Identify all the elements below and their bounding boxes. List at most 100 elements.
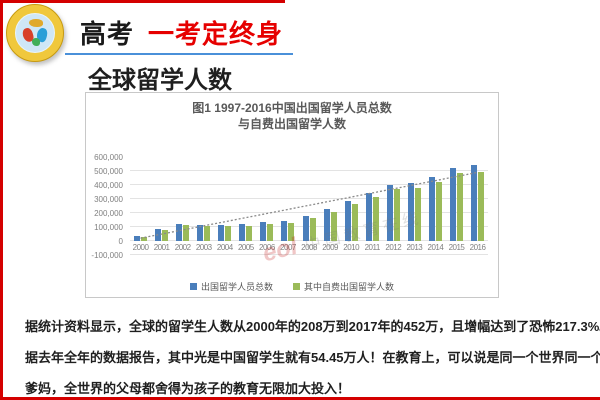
bar-group-2016	[467, 157, 488, 255]
bar-self-funded-2008	[309, 218, 316, 241]
year-label-2013: 2013	[406, 243, 423, 252]
legend-label: 其中自费出国留学人数	[304, 282, 395, 292]
bar-total-2001	[155, 229, 162, 241]
bar-total-2006	[260, 222, 267, 241]
chart-title-line2: 与自费出国留学人数	[237, 117, 346, 131]
bar-self-funded-2002	[183, 224, 190, 241]
chart-title-line1: 图1 1997-2016中国出国留学人员总数	[192, 101, 392, 115]
bar-self-funded-2003	[204, 225, 211, 241]
bar-total-2009	[323, 208, 330, 241]
bar-group-2003	[193, 157, 214, 255]
header-title-red: 一考定终身	[148, 19, 284, 49]
legend-label: 出国留学人员总数	[200, 282, 273, 292]
bar-group-2007	[277, 157, 298, 255]
bar-group-2004	[214, 157, 235, 255]
bar-total-2003	[197, 224, 204, 241]
badge-emblem	[15, 13, 55, 53]
bar-group-2006	[256, 157, 277, 255]
bar-self-funded-2005	[246, 226, 253, 241]
y-tick-label: 0	[118, 237, 123, 246]
year-label-2001: 2001	[153, 243, 170, 252]
bar-self-funded-2004	[225, 226, 232, 241]
frame-left	[0, 0, 3, 400]
section-title: 全球留学人数	[88, 67, 232, 94]
bar-self-funded-2013	[414, 187, 421, 241]
year-label-2014: 2014	[427, 243, 444, 252]
year-label-2011: 2011	[364, 243, 381, 252]
year-label-2015: 2015	[448, 243, 465, 252]
bar-self-funded-2010	[351, 203, 358, 241]
y-tick-label: 400,000	[94, 181, 123, 190]
x-axis: 2000 2001 2002 2003 2004 2005 2006 2007 2008 2009…	[130, 243, 488, 252]
legend-item: 其中自费出国留学人数	[293, 280, 394, 293]
commentary-line: 据统计资料显示，全球的留学生人数从2000年的208万到2017年的452万，且…	[25, 319, 600, 334]
bar-group-2008	[299, 157, 320, 255]
bar-group-2000	[130, 157, 151, 255]
frame-bottom	[0, 397, 600, 400]
y-tick-label: 500,000	[94, 167, 123, 176]
header-title-dark: 高考	[80, 19, 135, 49]
bar-self-funded-2000	[141, 236, 148, 241]
year-label-2006: 2006	[259, 243, 275, 252]
bar-self-funded-2012	[393, 188, 400, 241]
bar-self-funded-2014	[435, 181, 442, 241]
bar-total-2014	[428, 176, 435, 241]
bar-group-2010	[341, 157, 362, 255]
emblem-shape	[29, 19, 43, 27]
bar-group-2001	[151, 157, 172, 255]
bar-total-2015	[449, 167, 456, 241]
bar-total-2002	[176, 223, 183, 241]
y-axis: 600,000 500,000 400,000 300,000 200,000 100,0…	[86, 153, 126, 260]
bar-total-2012	[386, 185, 393, 241]
page-header: 高考 一考定终身	[80, 14, 283, 51]
commentary-line: 爹妈，全世界的父母都舍得为孩子的教育无限加大投入！	[25, 381, 351, 396]
bar-self-funded-2011	[372, 196, 379, 241]
y-tick-label: -100,000	[91, 251, 123, 260]
bar-total-2007	[281, 220, 288, 241]
year-label-2003: 2003	[195, 243, 212, 252]
chart-title: 图1 1997-2016中国出国留学人员总数 与自费出国留学人数	[86, 100, 498, 132]
legend-swatch-icon	[293, 283, 300, 290]
bar-self-funded-2007	[288, 222, 295, 241]
bar-self-funded-2006	[267, 224, 274, 241]
header-underline	[65, 53, 293, 55]
bar-self-funded-2016	[478, 172, 485, 241]
year-label-2009: 2009	[322, 243, 338, 252]
legend-swatch-icon	[189, 283, 197, 290]
bar-self-funded-2009	[330, 211, 337, 241]
bar-total-2000	[134, 235, 141, 241]
emblem-shape	[32, 38, 40, 46]
bar-group-2011	[362, 157, 383, 255]
y-tick-label: 100,000	[94, 223, 123, 232]
bar-total-2005	[239, 224, 246, 241]
bar-total-2013	[407, 183, 414, 241]
bar-self-funded-2001	[162, 230, 169, 241]
bar-group-2009	[320, 157, 341, 255]
year-label-2000: 2000	[132, 243, 149, 252]
bar-total-2016	[471, 164, 478, 241]
bar-group-2012	[383, 157, 404, 255]
year-label-2007: 2007	[280, 243, 296, 252]
legend-item: 出国留学人员总数	[189, 280, 273, 293]
bar-group-2013	[404, 157, 425, 255]
school-badge-logo	[6, 4, 64, 62]
y-tick-label: 600,000	[94, 153, 123, 162]
chart: 图1 1997-2016中国出国留学人员总数 与自费出国留学人数 600,000…	[85, 92, 499, 298]
bar-group-2014	[425, 157, 446, 255]
bar-group-2005	[235, 157, 256, 255]
bar-self-funded-2015	[456, 173, 463, 241]
commentary-line: 据去年全年的数据报告，其中光是中国留学生就有54.45万人！在教育上，可以说是同…	[25, 350, 600, 365]
year-label-2004: 2004	[216, 243, 233, 252]
year-label-2012: 2012	[385, 243, 402, 252]
bar-total-2008	[302, 215, 309, 241]
year-label-2002: 2002	[174, 243, 191, 252]
bar-total-2011	[365, 193, 372, 241]
year-label-2016: 2016	[469, 243, 486, 252]
y-tick-label: 300,000	[94, 195, 123, 204]
year-label-2010: 2010	[343, 243, 360, 252]
plot-area	[130, 157, 488, 255]
chart-legend: 出国留学人员总数 其中自费出国留学人数	[86, 280, 498, 293]
bar-total-2010	[344, 201, 351, 241]
year-label-2005: 2005	[237, 243, 254, 252]
